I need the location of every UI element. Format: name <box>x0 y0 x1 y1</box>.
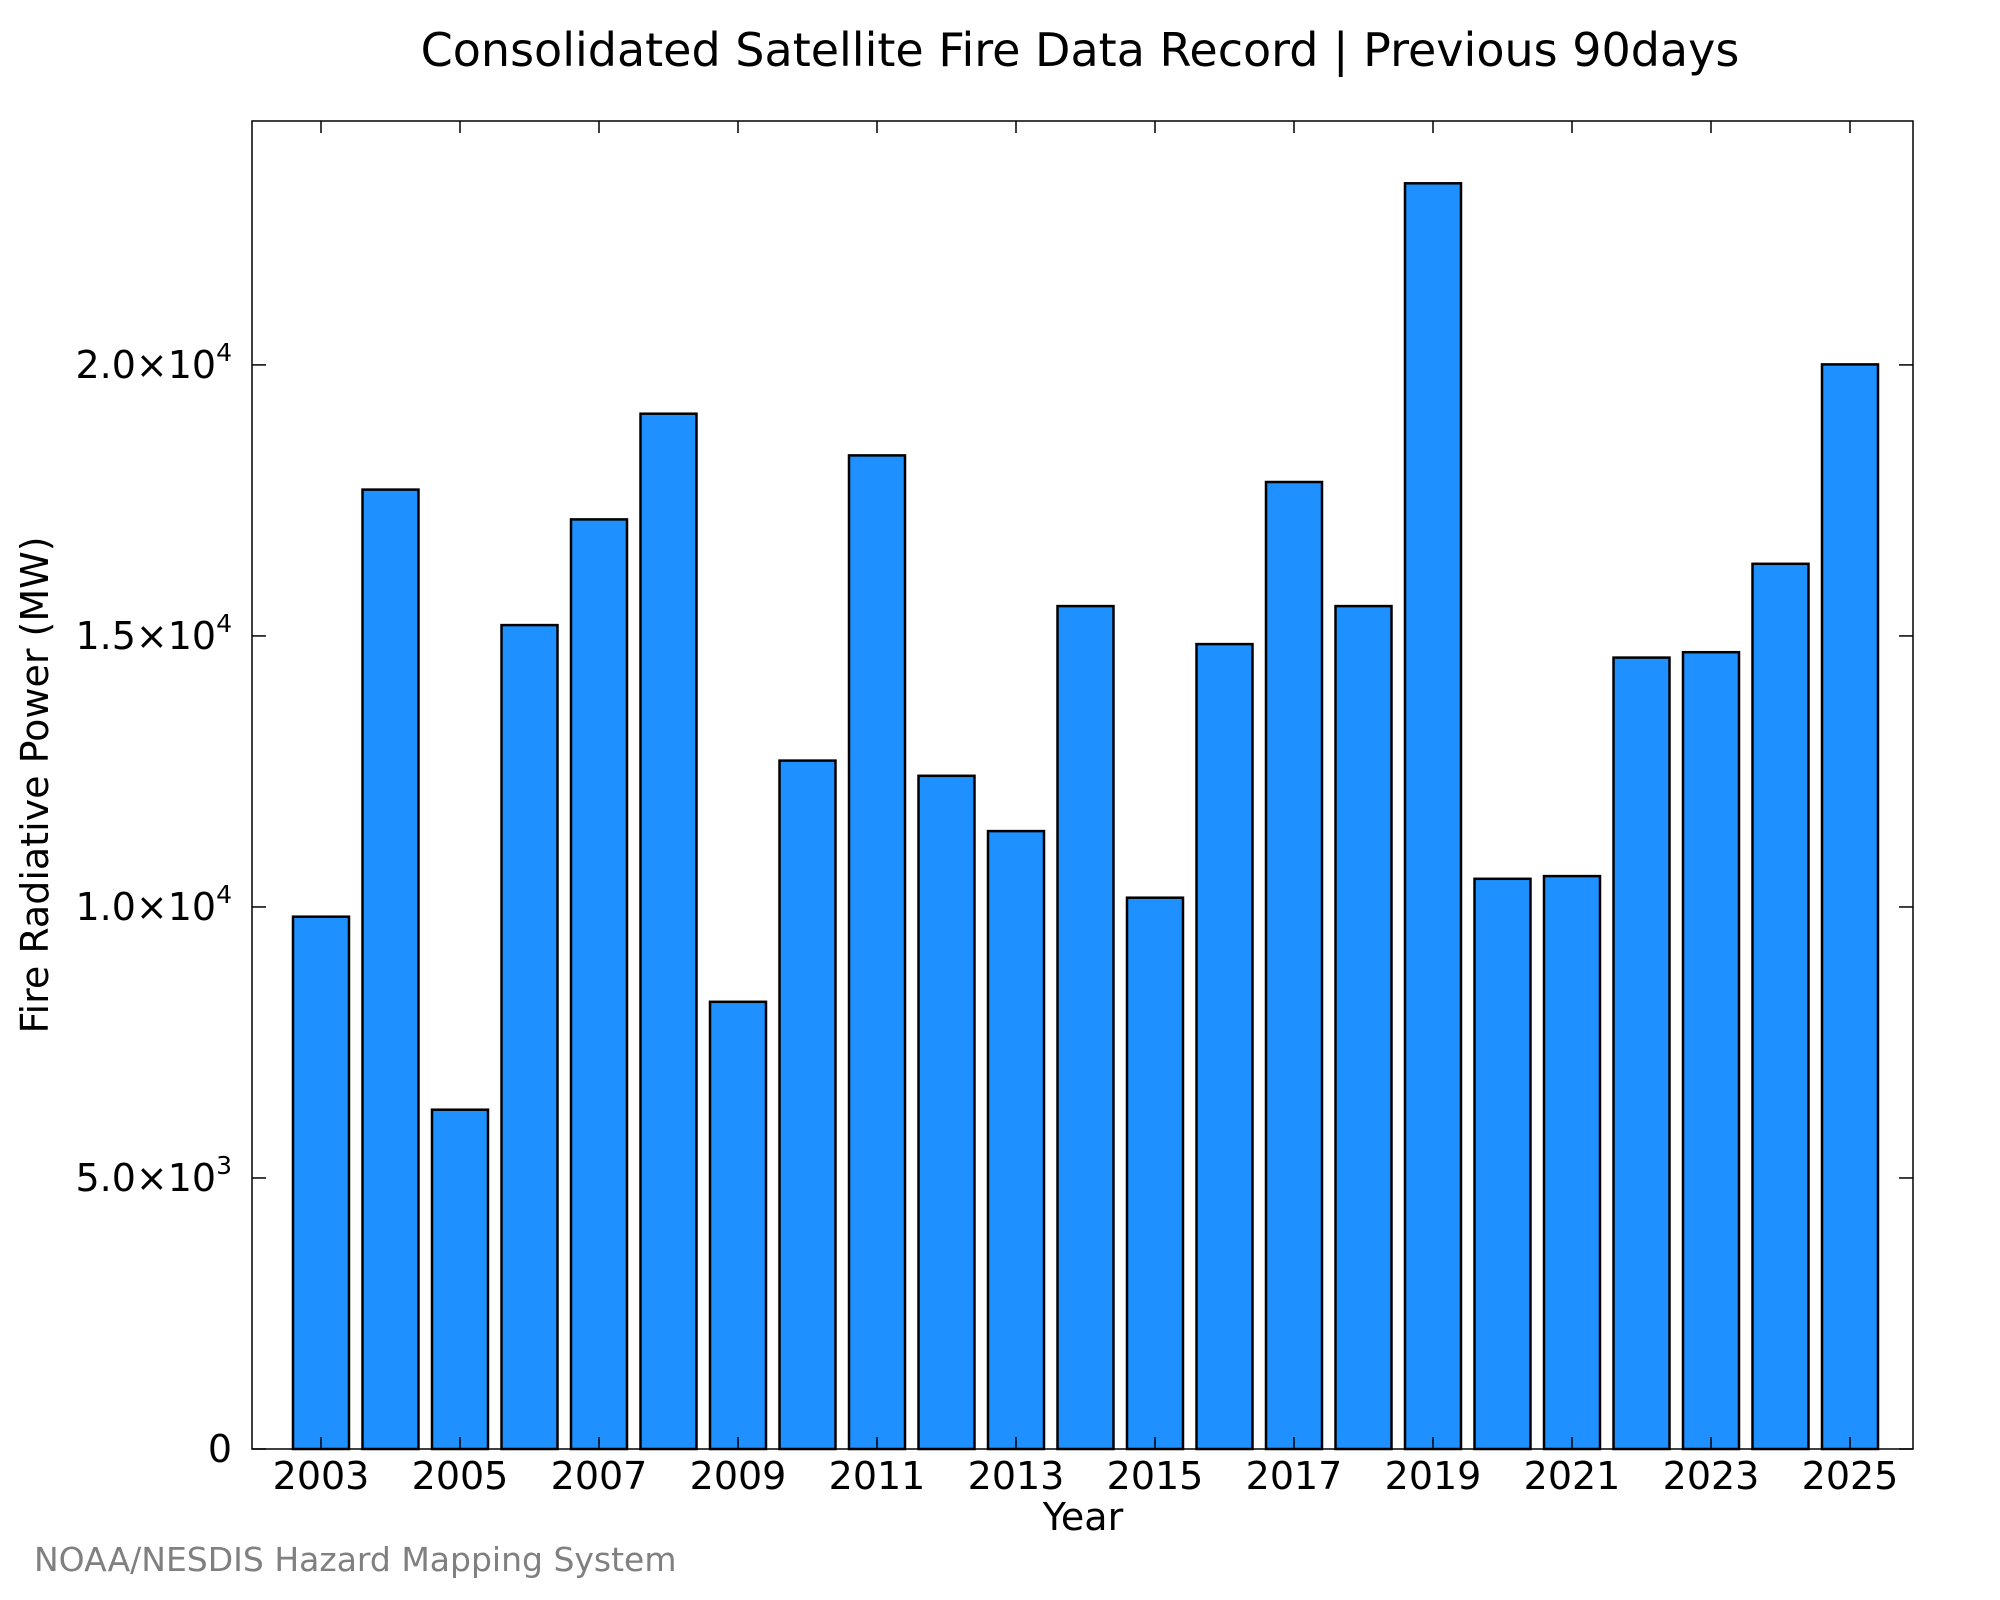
bar-2021 <box>1542 874 1602 1451</box>
x-tick-label: 2005 <box>412 1454 509 1498</box>
x-tick-label: 2007 <box>551 1454 648 1498</box>
bar-2015 <box>1125 896 1185 1451</box>
bar-2016 <box>1195 642 1254 1451</box>
bar-2024 <box>1751 562 1810 1451</box>
x-tick-label: 2025 <box>1802 1454 1899 1498</box>
x-tick-label: 2021 <box>1524 1454 1621 1498</box>
x-tick-label: 2019 <box>1385 1454 1482 1498</box>
bar-2007 <box>569 518 629 1451</box>
x-tick-label: 2013 <box>968 1454 1065 1498</box>
bar-2020 <box>1473 877 1532 1451</box>
x-axis-ticks: 2003 2005 2007 2009 2011 2013 2015 2017 2019 2021… <box>273 121 1899 1498</box>
bar-2023 <box>1681 650 1741 1451</box>
x-tick-label: 2023 <box>1663 1454 1760 1498</box>
y-tick-label: 1.0×104 <box>75 880 232 929</box>
bar-2013 <box>986 829 1046 1451</box>
x-tick-label: 2011 <box>829 1454 926 1498</box>
bar-2017 <box>1264 480 1324 1451</box>
bar-2008 <box>639 412 698 1451</box>
y-axis-label: Fire Radiative Power (MW) <box>13 536 57 1033</box>
bar-2014 <box>1056 604 1115 1451</box>
bar-2012 <box>917 774 976 1451</box>
bar-2006 <box>500 623 559 1451</box>
bar-2009 <box>708 1000 768 1451</box>
y-tick-label: 5.0×103 <box>75 1151 232 1200</box>
bar-2022 <box>1612 656 1671 1451</box>
bar-2025 <box>1820 363 1880 1451</box>
chart-title: Consolidated Satellite Fire Data Record … <box>421 23 1740 78</box>
x-axis-label: Year <box>1042 1495 1124 1539</box>
x-tick-label: 2009 <box>690 1454 787 1498</box>
y-axis-ticks: 0 5.0×103 1.0×104 1.5×104 2.0×104 <box>75 338 1913 1471</box>
x-tick-label: 2017 <box>1246 1454 1343 1498</box>
bar-2019 <box>1403 182 1463 1451</box>
bars <box>291 182 1880 1451</box>
x-tick-label: 2015 <box>1107 1454 1204 1498</box>
bar-2005 <box>430 1108 490 1451</box>
y-tick-label: 1.5×104 <box>75 609 232 658</box>
bar-2018 <box>1334 604 1393 1451</box>
bar-2010 <box>778 759 837 1451</box>
bar-2003 <box>291 915 351 1451</box>
bar-2004 <box>361 488 420 1451</box>
y-tick-label: 0 <box>208 1427 232 1471</box>
bar-2011 <box>847 454 907 1451</box>
credit-text: NOAA/NESDIS Hazard Mapping System <box>34 1540 677 1579</box>
y-tick-label: 2.0×104 <box>75 338 232 387</box>
x-tick-label: 2003 <box>273 1454 370 1498</box>
